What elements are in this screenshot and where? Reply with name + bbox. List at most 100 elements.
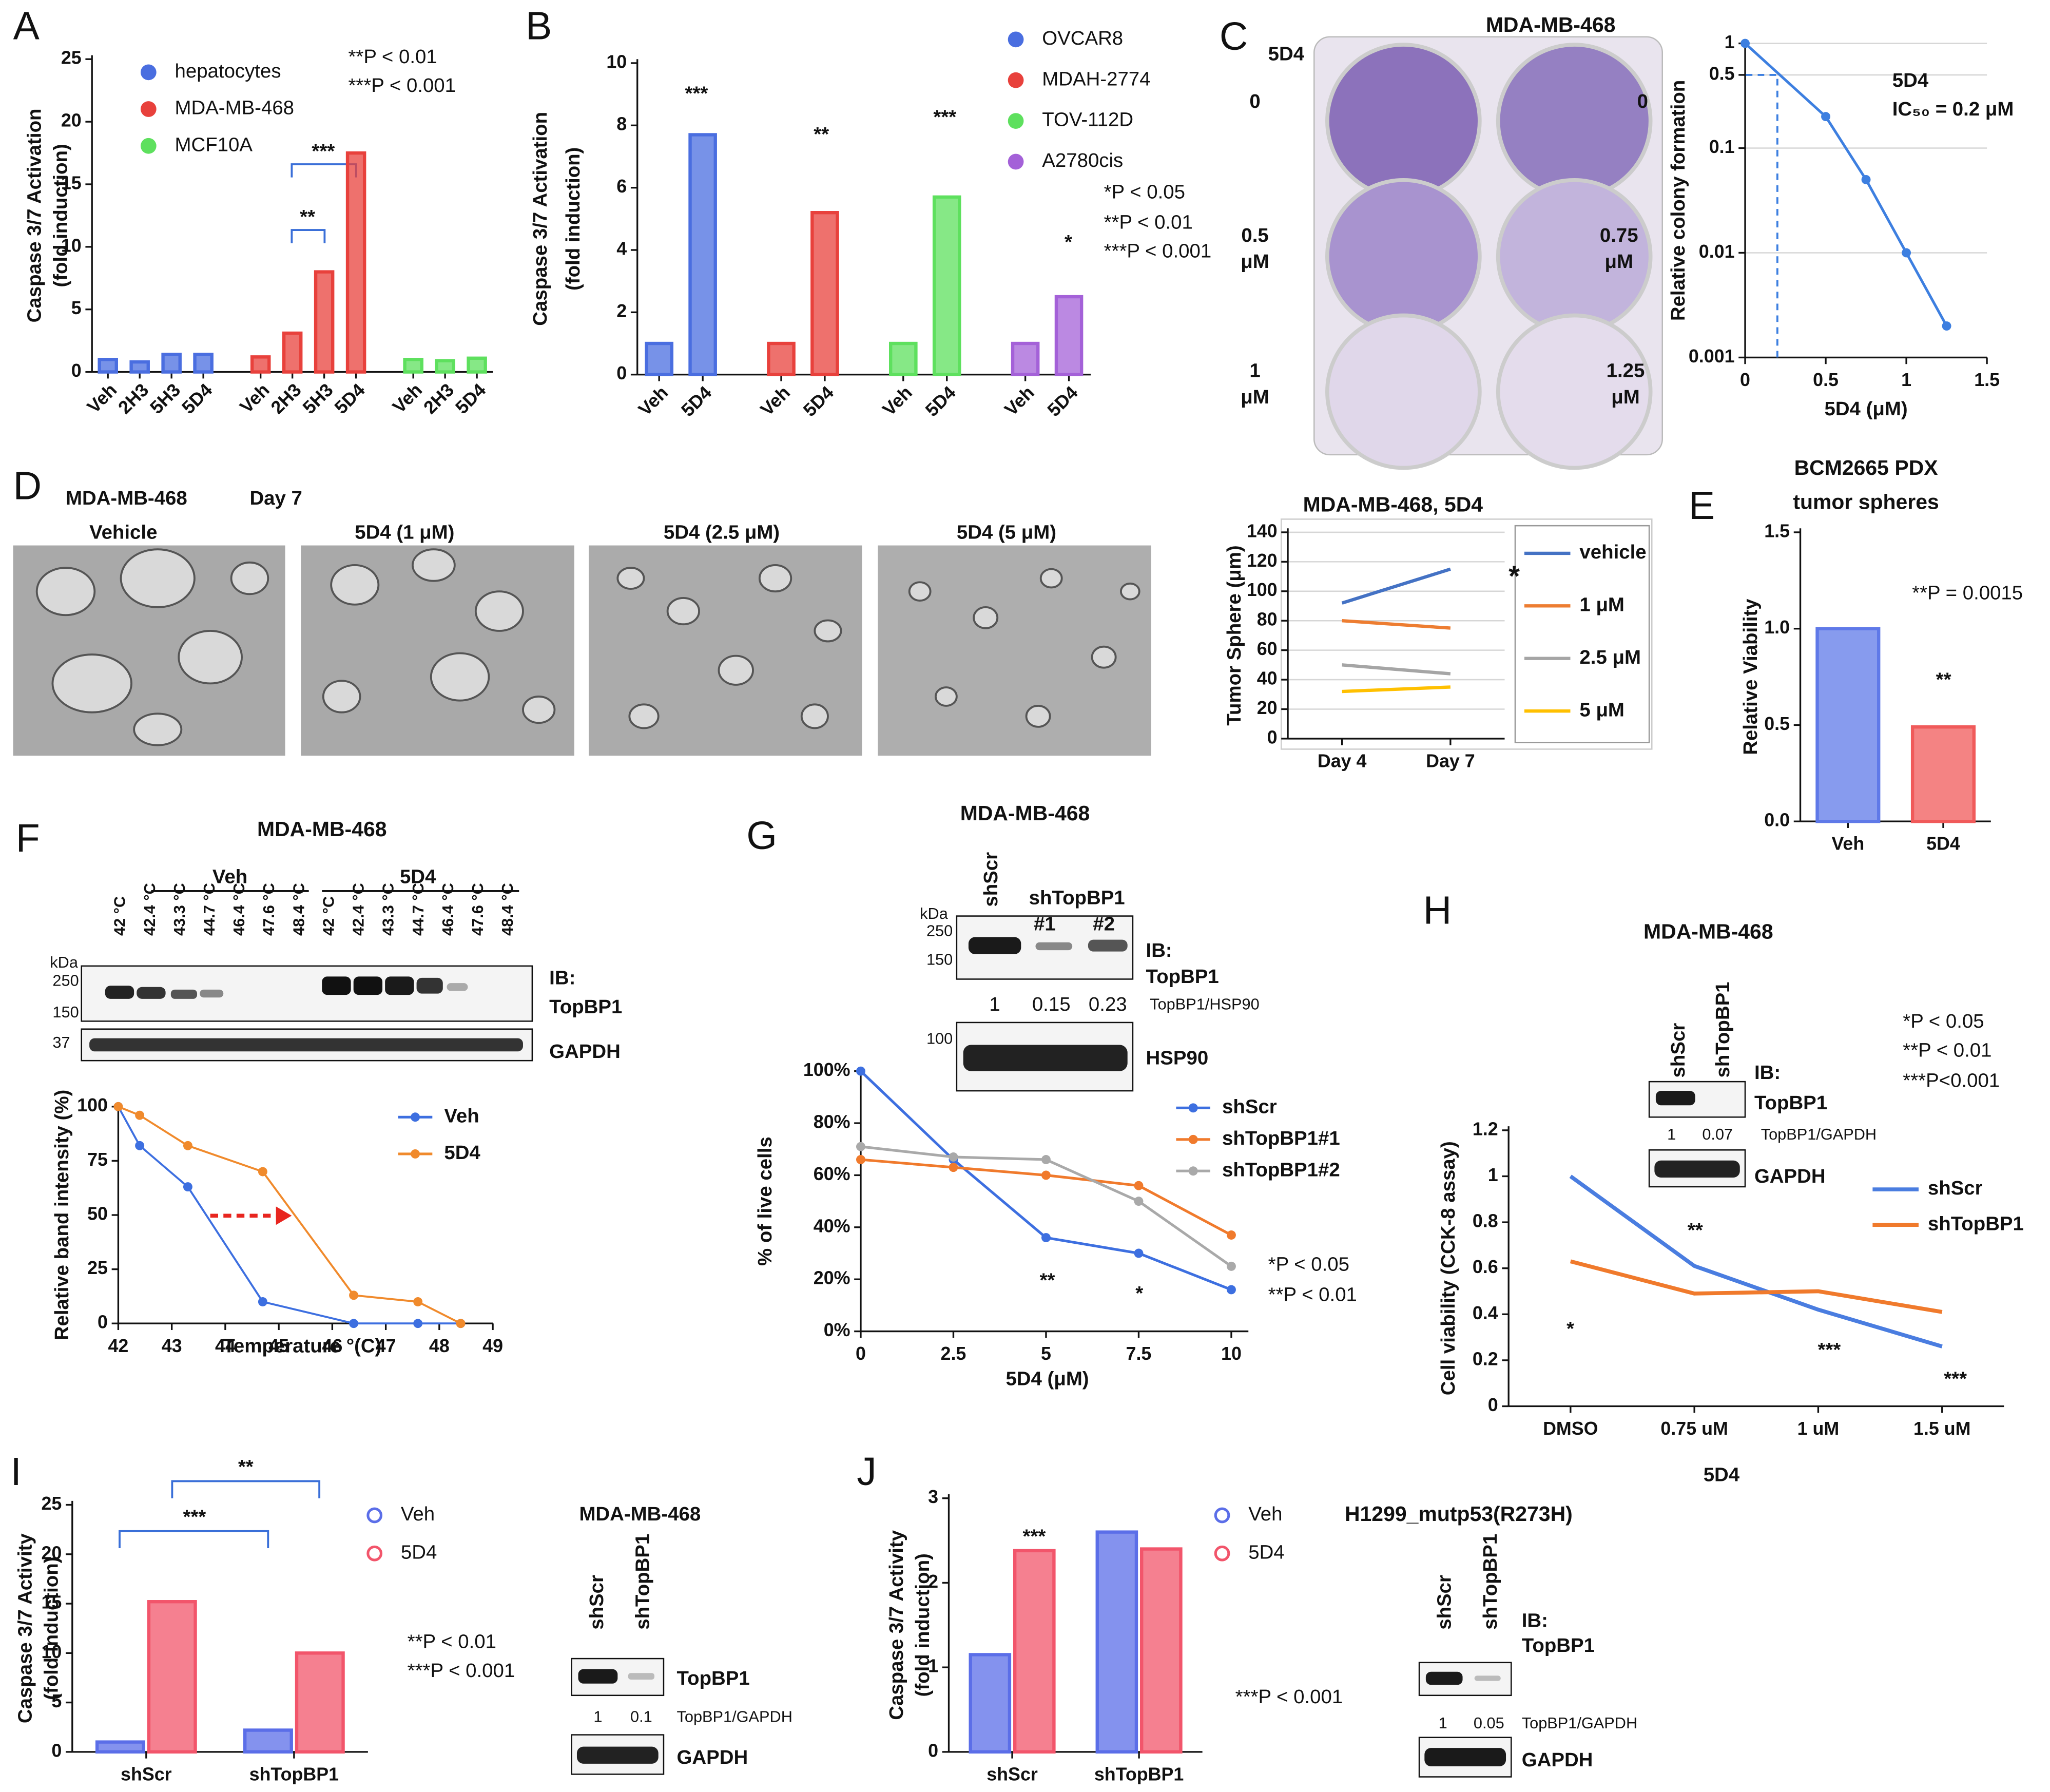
annotation: 5D4 (2.5 μM) — [664, 522, 780, 544]
annotation: **P < 0.01 — [1104, 211, 1193, 233]
legend-label: vehicle — [1579, 541, 1646, 563]
legend-swatch — [1214, 1507, 1230, 1524]
annotation: Day 7 — [249, 487, 302, 509]
y-tick-label: 0 — [51, 1740, 62, 1761]
point — [856, 1155, 865, 1164]
annotation: 48.4 °C — [289, 883, 307, 936]
annotation: *** — [685, 83, 708, 105]
point — [1942, 321, 1951, 331]
annotation: ** — [238, 1456, 254, 1478]
y-tick-label: 100% — [803, 1059, 850, 1080]
point — [349, 1290, 359, 1300]
western-blot — [81, 915, 1746, 1778]
annotation: 1 — [1249, 360, 1260, 382]
y-axis-label: (fold induction) — [912, 1553, 934, 1697]
legend-swatch — [366, 1545, 383, 1562]
annotation: 5D4 (5 μM) — [957, 522, 1056, 544]
point — [258, 1167, 267, 1177]
y-tick-label: 0.001 — [1689, 346, 1735, 367]
point — [183, 1182, 192, 1192]
legend-swatch — [140, 138, 157, 154]
bar — [98, 358, 118, 374]
y-tick-label: 75 — [87, 1149, 108, 1170]
annotation: ** — [814, 123, 829, 145]
y-tick-label: 5 — [51, 1691, 62, 1711]
chart-frame — [1280, 518, 1653, 750]
legend-swatch — [1008, 31, 1024, 48]
annotation: μM — [1241, 251, 1269, 273]
x-tick-label: 7.5 — [1126, 1343, 1152, 1364]
annotation: MDA-MB-468 — [66, 487, 187, 509]
legend-swatch — [1214, 1545, 1230, 1562]
legend-swatch — [1188, 1103, 1198, 1113]
bar — [1054, 295, 1084, 376]
bar — [767, 341, 796, 376]
y-tick-label: 0.2 — [1473, 1348, 1498, 1369]
point — [1226, 1261, 1236, 1271]
annotation: * — [1566, 1318, 1574, 1340]
annotation: ** — [1040, 1269, 1055, 1291]
x-tick-label: DMSO — [1543, 1418, 1598, 1439]
y-tick-label: 0.8 — [1473, 1211, 1498, 1231]
annotation: **P < 0.01 — [348, 46, 437, 68]
bar — [295, 1651, 345, 1754]
y-tick-label: 6 — [616, 176, 627, 197]
bar — [969, 1653, 1012, 1754]
annotation: 1 — [989, 993, 1000, 1015]
annotation: *** — [1023, 1526, 1046, 1548]
annotation: IB: — [1146, 939, 1172, 961]
x-tick-label: 0 — [1740, 370, 1750, 390]
point — [1134, 1197, 1144, 1206]
bar — [688, 133, 717, 376]
point — [1134, 1248, 1144, 1258]
annotation: Vehicle — [89, 522, 157, 544]
y-tick-label: 140 — [1247, 521, 1278, 541]
x-tick-label: Day 7 — [1426, 750, 1475, 771]
y-axis-label: Tumor Sphere (μm) — [1223, 545, 1245, 725]
annotation: 0.05 — [1474, 1714, 1504, 1732]
y-tick-label: 8 — [616, 114, 627, 134]
y-tick-label: 0.0 — [1764, 810, 1790, 831]
y-axis-label: Caspase 3/7 Activity — [14, 1533, 36, 1724]
annotation: 250 — [926, 921, 953, 939]
y-tick-label: 15 — [41, 1592, 62, 1613]
legend-label: 5 μM — [1579, 699, 1624, 721]
annotation: kDa — [50, 953, 79, 971]
y-axis-label: (fold induction) — [562, 147, 584, 291]
annotation: 47.6 °C — [260, 883, 278, 936]
bar — [1140, 1547, 1183, 1754]
annotation: 46.4 °C — [230, 883, 248, 936]
chart-title: tumor spheres — [1793, 490, 1939, 513]
panel-letter: B — [526, 4, 552, 48]
y-tick-label: 15 — [61, 172, 82, 193]
annotation: *** — [1817, 1339, 1841, 1361]
annotation: 46.4 °C — [439, 883, 457, 936]
panel-letter: F — [16, 816, 40, 860]
panel-letter: C — [1220, 14, 1248, 59]
annotation: IC₅₀ = 0.2 μM — [1892, 98, 2014, 120]
annotation: 44.7 °C — [409, 883, 427, 936]
y-tick-label: 100 — [1247, 580, 1278, 600]
annotation: kDa — [920, 904, 949, 922]
y-tick-label: 10 — [61, 235, 82, 256]
annotation: 42 °C — [319, 896, 337, 936]
annotation: **P < 0.01 — [1903, 1039, 1991, 1061]
y-tick-label: 1.2 — [1473, 1119, 1498, 1139]
chart-title: MDA-MB-468, 5D4 — [1303, 493, 1483, 516]
annotation: ***P < 0.001 — [348, 74, 456, 97]
x-tick-label: 0 — [856, 1343, 866, 1364]
annotation: *P < 0.05 — [1903, 1010, 1984, 1032]
annotation: shScr — [586, 1575, 608, 1630]
y-tick-label: 20 — [41, 1543, 62, 1563]
bar — [161, 353, 182, 374]
y-tick-label: 120 — [1247, 550, 1278, 571]
annotation: 43.3 °C — [379, 883, 397, 936]
y-tick-label: 0.01 — [1699, 241, 1735, 262]
y-tick-label: 3 — [928, 1487, 938, 1507]
point — [456, 1319, 466, 1328]
legend-label: 5D4 — [1248, 1541, 1284, 1563]
y-tick-label: 4 — [616, 238, 627, 259]
y-tick-label: 5 — [71, 298, 82, 318]
line — [1569, 1174, 1943, 1348]
y-tick-label: 2 — [616, 301, 627, 321]
